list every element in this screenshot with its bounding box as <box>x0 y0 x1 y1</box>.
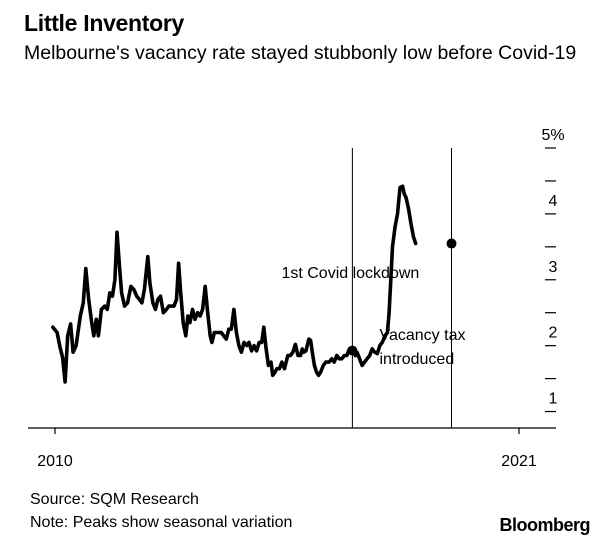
line-chart: 2010 2021 1 2 3 4 5% 1st Covid lockdown Vacancy … <box>28 127 565 470</box>
vacancy-tax-label-line2: introduced <box>380 351 455 368</box>
source-note: Source: SQM Research <box>30 491 199 508</box>
chart-subtitle: Melbourne's vacancy rate stayed stubbonl… <box>24 42 577 64</box>
vacancy-rate-line <box>51 184 418 384</box>
annotation-marker <box>446 238 457 249</box>
y-tick-label: 4 <box>549 193 558 210</box>
y-tick-label: 3 <box>549 259 558 276</box>
chart-title: Little Inventory <box>24 10 185 36</box>
bloomberg-logo: Bloomberg <box>499 515 590 535</box>
y-tick-label: 1 <box>549 391 558 408</box>
y-tick-label: 5% <box>541 127 564 144</box>
y-tick-label: 2 <box>549 325 558 342</box>
vacancy-tax-label-line1: Vacancy tax <box>380 327 466 344</box>
x-tick-label: 2021 <box>501 453 537 470</box>
annotation-marker <box>347 345 358 356</box>
x-tick-label: 2010 <box>37 453 73 470</box>
lockdown-label: 1st Covid lockdown <box>281 265 419 282</box>
footnote: Note: Peaks show seasonal variation <box>30 514 293 531</box>
